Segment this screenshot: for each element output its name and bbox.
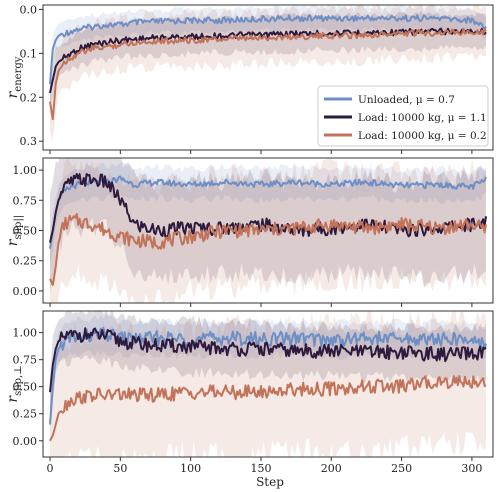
y-tick-label: 0.50 [13, 225, 38, 238]
y-tick-label: 0.25 [13, 408, 38, 421]
y-tick-label: 0.1 [20, 47, 38, 60]
series-line-load11 [49, 327, 487, 393]
series-line-load02 [49, 213, 487, 286]
legend-box [317, 85, 489, 147]
x-tick-label: 300 [461, 462, 482, 475]
series-line-load02 [49, 375, 487, 442]
x-tick-label: 0 [47, 462, 54, 475]
y-axis-label: rslip,⊥ [5, 365, 24, 402]
y-tick-label: 0.50 [13, 381, 38, 394]
panel-3: 0.00 0.25 0.50 0.75 1.00 0 50 100 150 200 250 300 rs… [5, 310, 494, 475]
y-tick-label: 1.00 [13, 327, 38, 340]
band-load02 [50, 158, 486, 303]
y-tick-label: 1.00 [13, 164, 38, 177]
legend-label: Unloaded, μ = 0.7 [358, 94, 455, 106]
plot-area [49, 158, 487, 303]
plot-area [49, 311, 487, 457]
legend: Unloaded, μ = 0.7 Load: 10000 kg, μ = 1.1… [317, 85, 489, 147]
band-unloaded [50, 161, 486, 264]
x-tick-label: 250 [391, 462, 412, 475]
y-axis-label: rslip|| [5, 215, 24, 246]
y-axis-label: renergy [5, 56, 24, 98]
band-unloaded [50, 5, 486, 97]
series-line-load02 [49, 27, 487, 121]
plot-area [49, 5, 487, 141]
panel-frame [42, 4, 494, 151]
panel-1: 0.0 0.1 0.2 0.3 renergy Unloaded, μ = 0.7 Load… [5, 3, 494, 154]
panel-frame [42, 310, 494, 458]
x-tick-label: 50 [113, 462, 127, 475]
y-tick-label: 0.2 [20, 91, 38, 104]
series-line-unloaded [49, 14, 487, 85]
y-tick-label: 0.75 [13, 354, 38, 367]
panel-2: 0.00 0.25 0.50 0.75 1.00 rslip|| [5, 157, 494, 307]
x-tick-label: 100 [180, 462, 201, 475]
y-tick-label: 0.25 [13, 255, 38, 268]
y-tick-label: 0.75 [13, 194, 38, 207]
y-tick-label: 0.00 [13, 435, 38, 448]
y-tick-label: 0.3 [20, 135, 38, 148]
y-tick-label: 0.0 [20, 3, 38, 16]
x-tick-label: 200 [321, 462, 342, 475]
legend-label: Load: 10000 kg, μ = 0.2 [358, 130, 487, 142]
y-tick-label: 0.00 [13, 285, 38, 298]
panels: 0.0 0.1 0.2 0.3 renergy Unloaded, μ = 0.7 Load… [5, 3, 494, 475]
x-axis-label: Step [256, 475, 284, 489]
x-tick-label: 150 [250, 462, 271, 475]
series-line-unloaded [49, 175, 487, 249]
legend-label: Load: 10000 kg, μ = 1.1 [358, 112, 487, 124]
